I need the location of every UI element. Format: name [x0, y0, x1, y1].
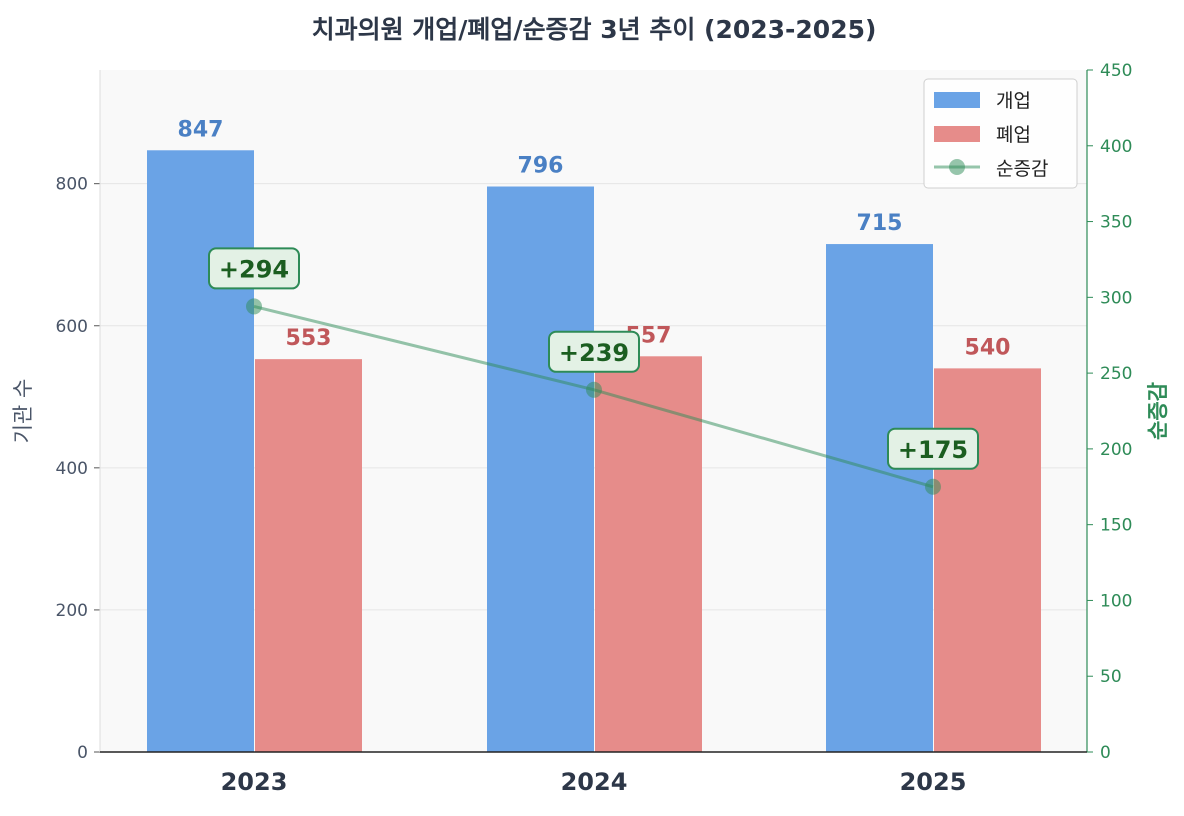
x-tick-label: 2023: [221, 768, 288, 796]
y2-tick-label: 0: [1100, 743, 1111, 763]
x-tick-label: 2025: [900, 768, 967, 796]
net-change-label-box: [887, 427, 979, 470]
y2-axis-label: 순증감: [1146, 382, 1170, 440]
net-change-label-box: [548, 330, 640, 373]
net-change-point: [925, 478, 941, 495]
y2-tick-label: 200: [1100, 440, 1132, 460]
y-tick-label: 400: [56, 459, 88, 479]
data-label-open: 847: [178, 117, 224, 142]
net-change-label-box: [208, 247, 300, 290]
y2-tick-label: 450: [1100, 61, 1132, 81]
y2-tick-label: 250: [1100, 364, 1132, 384]
bar-open: [147, 150, 254, 752]
y2-tick-label: 150: [1100, 516, 1132, 536]
y2-tick-label: 100: [1100, 591, 1132, 611]
legend-label-open: 개업: [996, 90, 1031, 112]
net-change-label: +175: [898, 436, 968, 464]
legend: 개업 폐업 순증감: [923, 78, 1078, 189]
bar-close: [255, 359, 362, 752]
y-axis-label: 기관 수: [11, 379, 35, 444]
data-label-open: 796: [518, 154, 564, 179]
legend-label-net: 순증감: [996, 158, 1048, 180]
net-change-label: +294: [219, 255, 289, 283]
net-change-point: [586, 381, 602, 398]
x-tick-label: 2024: [561, 768, 628, 796]
legend-marker-net: [949, 159, 965, 175]
legend-swatch-open: [934, 92, 980, 108]
y-tick-label: 600: [56, 317, 88, 337]
y-tick-label: 800: [56, 175, 88, 195]
data-label-open: 715: [857, 211, 903, 236]
y-tick-label: 0: [77, 743, 88, 763]
bar-close: [934, 368, 1041, 752]
bar-close: [595, 356, 702, 752]
y2-tick-label: 50: [1100, 667, 1122, 687]
legend-swatch-close: [934, 126, 980, 142]
bar-open: [826, 244, 933, 753]
data-label-close: 553: [286, 326, 332, 351]
y2-tick-label: 350: [1100, 213, 1132, 233]
chart-title: 치과의원 개업/폐업/순증감 3년 추이 (2023-2025): [312, 15, 877, 44]
legend-label-close: 폐업: [996, 124, 1031, 146]
y-tick-label: 200: [56, 601, 88, 621]
y2-tick-label: 400: [1100, 137, 1132, 157]
bar-open: [487, 186, 594, 753]
net-change-label: +239: [559, 339, 629, 367]
data-label-close: 540: [965, 335, 1011, 360]
y2-tick-label: 300: [1100, 288, 1132, 308]
net-change-point: [246, 298, 262, 315]
